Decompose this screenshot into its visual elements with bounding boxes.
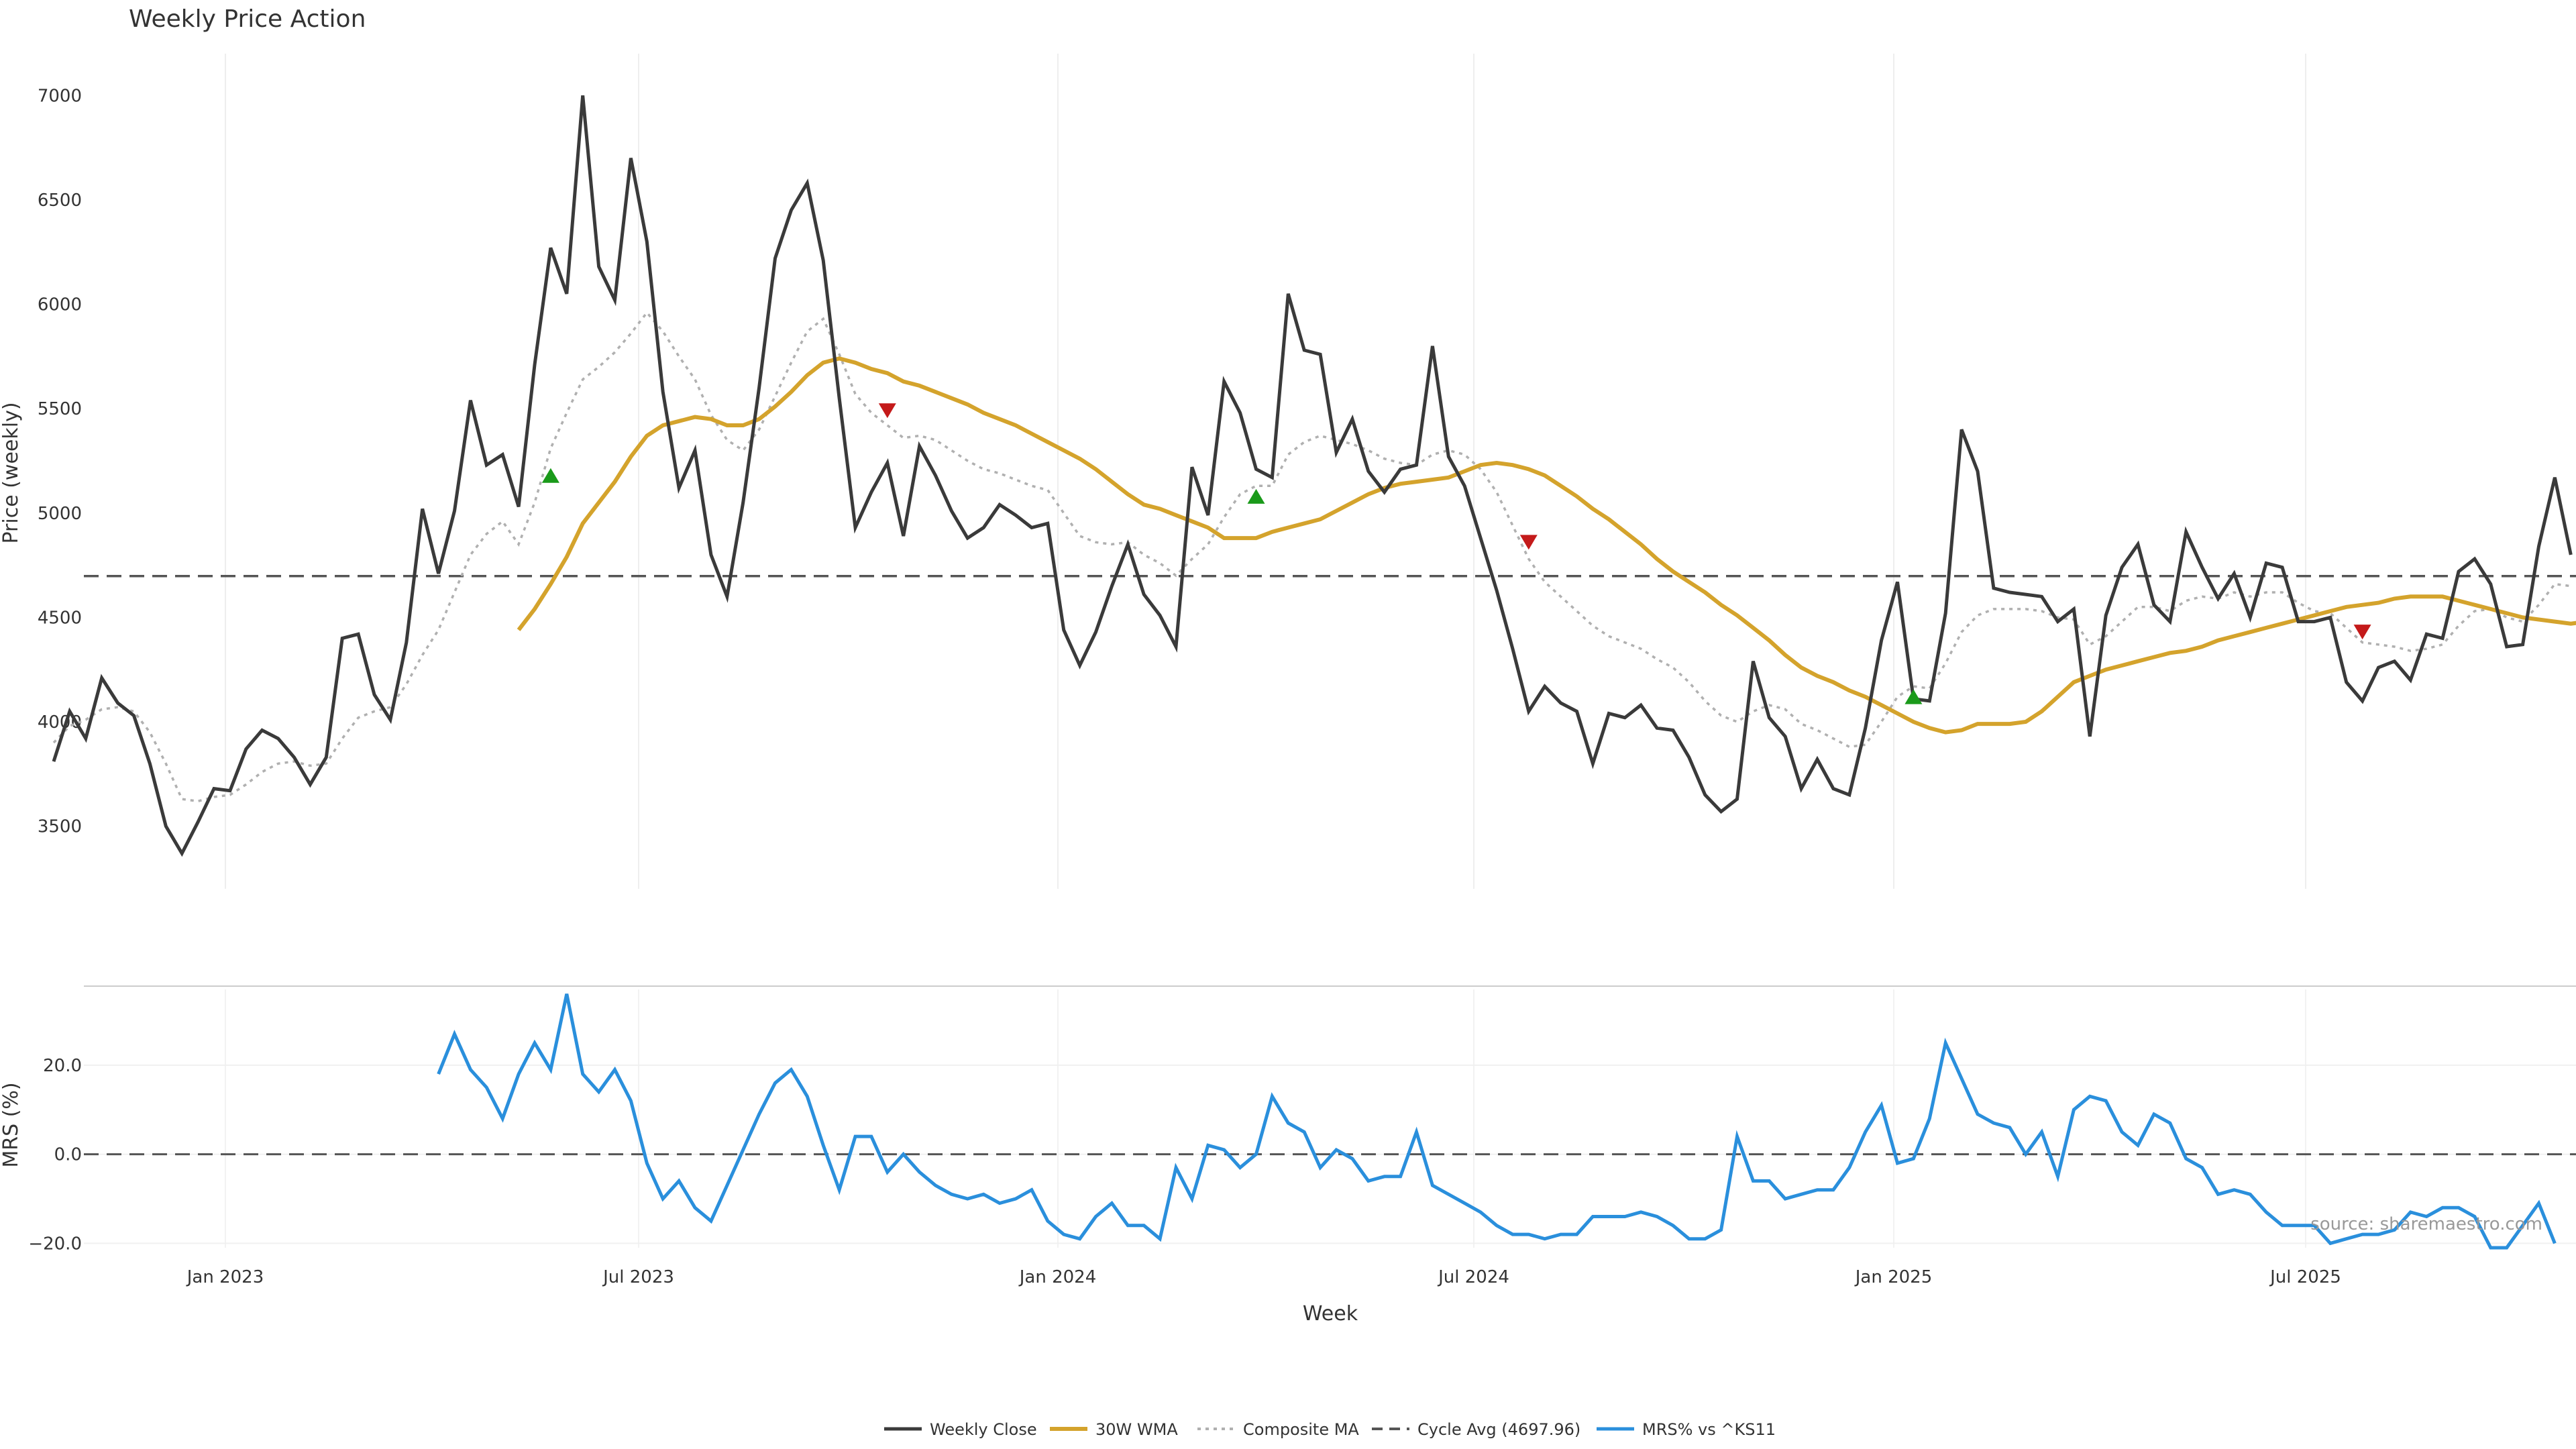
- price-y-tick-label: 5000: [38, 504, 82, 524]
- price-y-tick-label: 7000: [38, 86, 82, 106]
- x-tick-label: Jan 2023: [186, 1267, 264, 1287]
- buy-signal-marker: [541, 468, 559, 483]
- mrs-y-ticks: −20.0 0.0 20.0: [28, 1056, 82, 1254]
- legend-label: 30W WMA: [1095, 1420, 1178, 1439]
- x-tick-label: Jan 2025: [1854, 1267, 1933, 1287]
- x-tick-label: Jul 2025: [2269, 1267, 2341, 1287]
- series-30w-wma: [517, 356, 2576, 735]
- sell-signal-marker: [2353, 625, 2371, 640]
- price-y-tick-label: 4500: [38, 608, 82, 628]
- mrs-y-tick-label: 20.0: [43, 1056, 82, 1076]
- series-mrs: [437, 994, 2557, 1250]
- sell-signal-marker: [1519, 535, 1538, 550]
- x-tick-label: Jul 2023: [602, 1267, 674, 1287]
- grid-lines: [84, 54, 2576, 1248]
- mrs-y-label: MRS (%): [0, 1082, 23, 1167]
- legend-label: Weekly Close: [930, 1420, 1037, 1439]
- series-weekly-close: [52, 95, 2573, 857]
- source-note: source: sharemaestro.com: [2310, 1214, 2542, 1234]
- mrs-y-tick-label: 0.0: [54, 1145, 82, 1165]
- price-y-label: Price (weekly): [0, 402, 23, 543]
- price-y-tick-label: 6000: [38, 295, 82, 315]
- signal-markers: [541, 403, 2371, 704]
- x-ticks: Jan 2023 Jul 2023 Jan 2024 Jul 2024 Jan 2025…: [186, 1267, 2341, 1287]
- legend: Weekly Close 30W WMA Composite MA Cycle Avg…: [884, 1420, 1776, 1439]
- buy-signal-marker: [1247, 488, 1265, 504]
- price-y-tick-label: 6500: [38, 191, 82, 211]
- price-y-tick-label: 5500: [38, 399, 82, 419]
- chart-title: Weekly Price Action: [129, 5, 366, 33]
- mrs-y-tick-label: −20.0: [28, 1234, 82, 1254]
- x-tick-label: Jul 2024: [1437, 1267, 1509, 1287]
- buy-signal-marker: [1904, 689, 1923, 704]
- x-tick-label: Jan 2024: [1018, 1267, 1097, 1287]
- mrs-panel: −20.0 0.0 20.0 MRS (%) source: sharemaestr…: [0, 994, 2576, 1254]
- series-composite-ma: [52, 311, 2571, 803]
- x-axis-label: Week: [1303, 1302, 1358, 1326]
- legend-label: Cycle Avg (4697.96): [1417, 1420, 1580, 1439]
- price-y-tick-label: 3500: [38, 817, 82, 837]
- legend-label: Composite MA: [1243, 1420, 1359, 1439]
- legend-label: MRS% vs ^KS11: [1642, 1420, 1776, 1439]
- sell-signal-marker: [878, 403, 896, 419]
